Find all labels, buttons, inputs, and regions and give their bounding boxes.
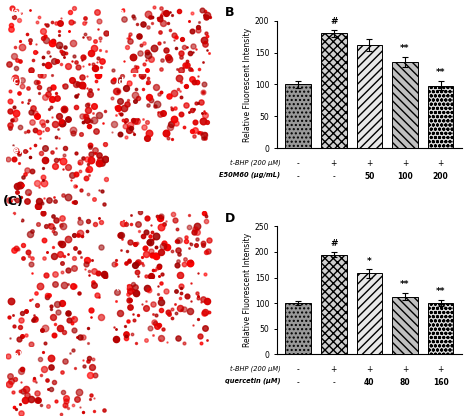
Bar — [428, 303, 454, 354]
Text: (d): (d) — [115, 283, 128, 292]
Text: 40: 40 — [364, 378, 374, 387]
Text: +: + — [438, 365, 444, 374]
Text: (a): (a) — [11, 214, 23, 223]
Text: -: - — [297, 378, 300, 387]
Bar — [285, 84, 311, 148]
Text: (A): (A) — [3, 0, 24, 2]
Text: (b): (b) — [115, 214, 128, 223]
Text: quercetin (μM): quercetin (μM) — [225, 378, 281, 384]
Text: (e): (e) — [11, 352, 23, 360]
Text: +: + — [402, 159, 408, 168]
Text: #: # — [330, 239, 337, 248]
Text: -: - — [297, 365, 300, 374]
Text: (a): (a) — [11, 8, 23, 17]
Text: **: ** — [436, 287, 446, 296]
Bar — [428, 86, 454, 148]
Bar — [392, 297, 418, 354]
Text: -: - — [297, 159, 300, 168]
Text: -: - — [332, 378, 335, 387]
Text: 100: 100 — [397, 172, 413, 181]
Text: B: B — [225, 6, 235, 19]
Text: +: + — [366, 365, 373, 374]
Text: t-BHP (200 μM): t-BHP (200 μM) — [230, 365, 281, 372]
Text: (c): (c) — [11, 77, 22, 86]
Bar — [321, 34, 346, 148]
Text: +: + — [331, 159, 337, 168]
Text: +: + — [366, 159, 373, 168]
Text: +: + — [402, 365, 408, 374]
Text: (b): (b) — [115, 8, 128, 17]
Text: 50: 50 — [364, 172, 374, 181]
Text: t-BHP (200 μM): t-BHP (200 μM) — [230, 159, 281, 166]
Text: **: ** — [400, 44, 410, 53]
Text: #: # — [330, 17, 337, 26]
Text: -: - — [297, 172, 300, 181]
Text: **: ** — [400, 281, 410, 289]
Text: 80: 80 — [400, 378, 410, 387]
Bar — [321, 255, 346, 354]
Bar — [356, 273, 382, 354]
Text: (c): (c) — [11, 283, 22, 292]
Text: 200: 200 — [433, 172, 448, 181]
Text: (C): (C) — [3, 195, 24, 208]
Bar — [356, 45, 382, 148]
Bar — [285, 303, 311, 354]
Text: **: ** — [436, 68, 446, 77]
Y-axis label: Relative Fluorescent Intensity: Relative Fluorescent Intensity — [243, 27, 252, 142]
Text: 160: 160 — [433, 378, 448, 387]
Text: +: + — [331, 365, 337, 374]
Text: *: * — [367, 257, 372, 265]
Text: -: - — [332, 172, 335, 181]
Text: (e): (e) — [11, 146, 23, 155]
Text: E50M60 (μg/mL): E50M60 (μg/mL) — [219, 172, 281, 178]
Bar — [392, 62, 418, 148]
Text: D: D — [225, 212, 236, 225]
Text: +: + — [438, 159, 444, 168]
Text: (d): (d) — [115, 77, 128, 86]
Y-axis label: Relative Fluorescent Intensity: Relative Fluorescent Intensity — [243, 233, 252, 347]
